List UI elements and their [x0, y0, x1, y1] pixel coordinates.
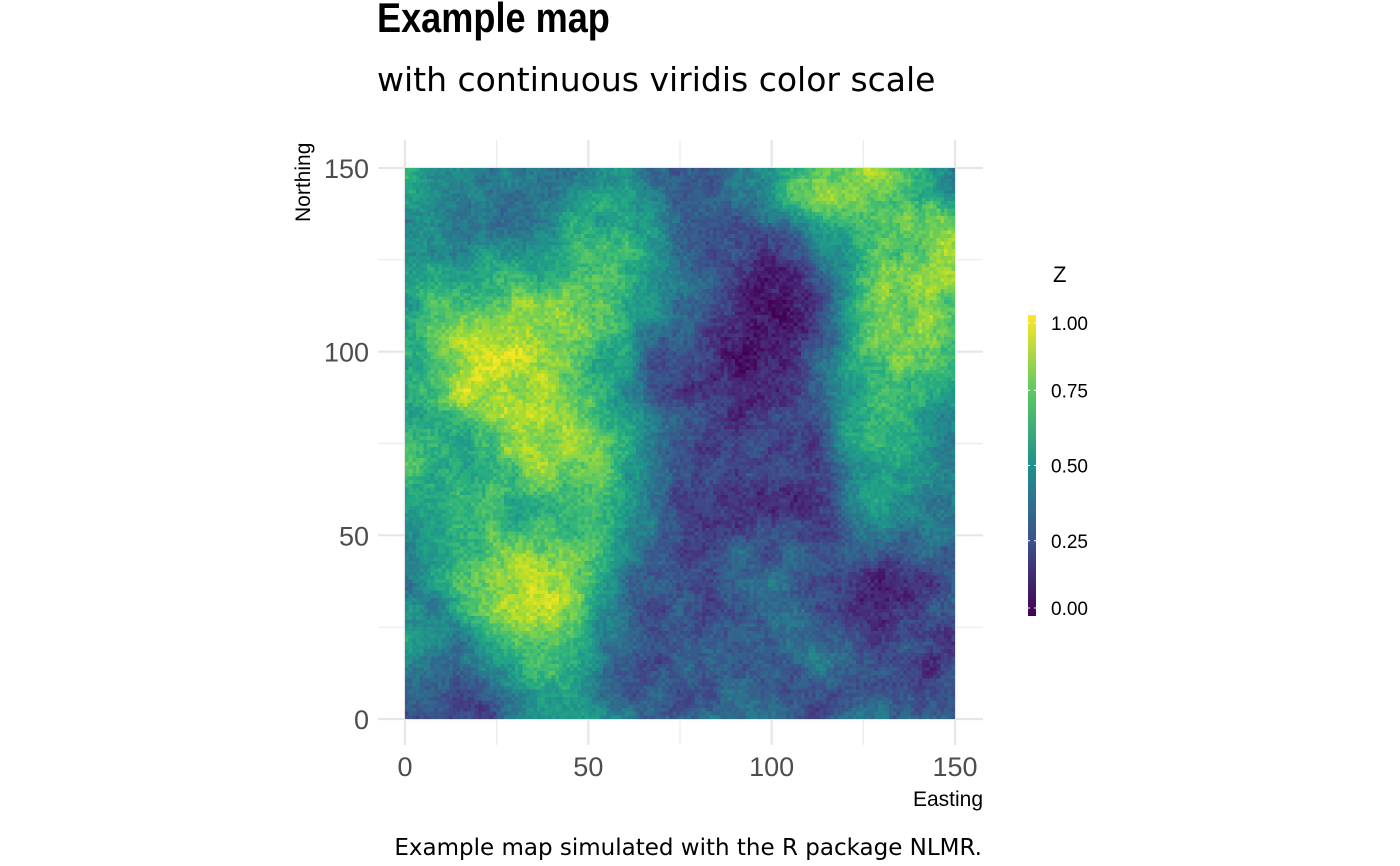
y-tick-label: 150: [324, 154, 369, 184]
chart-title: Example map: [377, 0, 610, 41]
colorbar-ticks: 0.00 0.25 0.50 0.75 1.00: [1028, 314, 1088, 620]
x-tick-label: 100: [749, 752, 794, 782]
y-tick-label: 0: [354, 705, 369, 735]
heatmap-frame: [405, 168, 955, 719]
x-tick-label: 50: [573, 752, 603, 782]
y-axis-ticks: 0 50 100 150: [324, 154, 369, 735]
colorbar-tick-label: 1.00: [1051, 314, 1088, 335]
colorbar: [1028, 315, 1036, 616]
y-tick-label: 100: [324, 338, 369, 368]
colorbar-tick-label: 0.50: [1051, 457, 1088, 478]
colorbar-tick-label: 0.25: [1051, 532, 1088, 553]
y-axis-label: Northing: [292, 143, 315, 222]
chart-subtitle: with continuous viridis color scale: [377, 60, 936, 99]
color-legend: Z 0.00 0.25 0.50 0.75 1.00: [1028, 262, 1088, 620]
x-axis-ticks: 0 50 100 150: [397, 752, 977, 782]
chart-caption: Example map simulated with the R package…: [394, 835, 982, 861]
x-tick-label: 150: [932, 752, 977, 782]
heatmap-raster: [405, 168, 955, 719]
x-axis-label: Easting: [913, 788, 983, 811]
colorbar-tick-label: 0.75: [1051, 381, 1088, 402]
y-tick-label: 50: [339, 521, 369, 551]
legend-title: Z: [1053, 262, 1066, 287]
colorbar-tick-label: 0.00: [1051, 599, 1088, 620]
x-tick-label: 0: [397, 752, 412, 782]
